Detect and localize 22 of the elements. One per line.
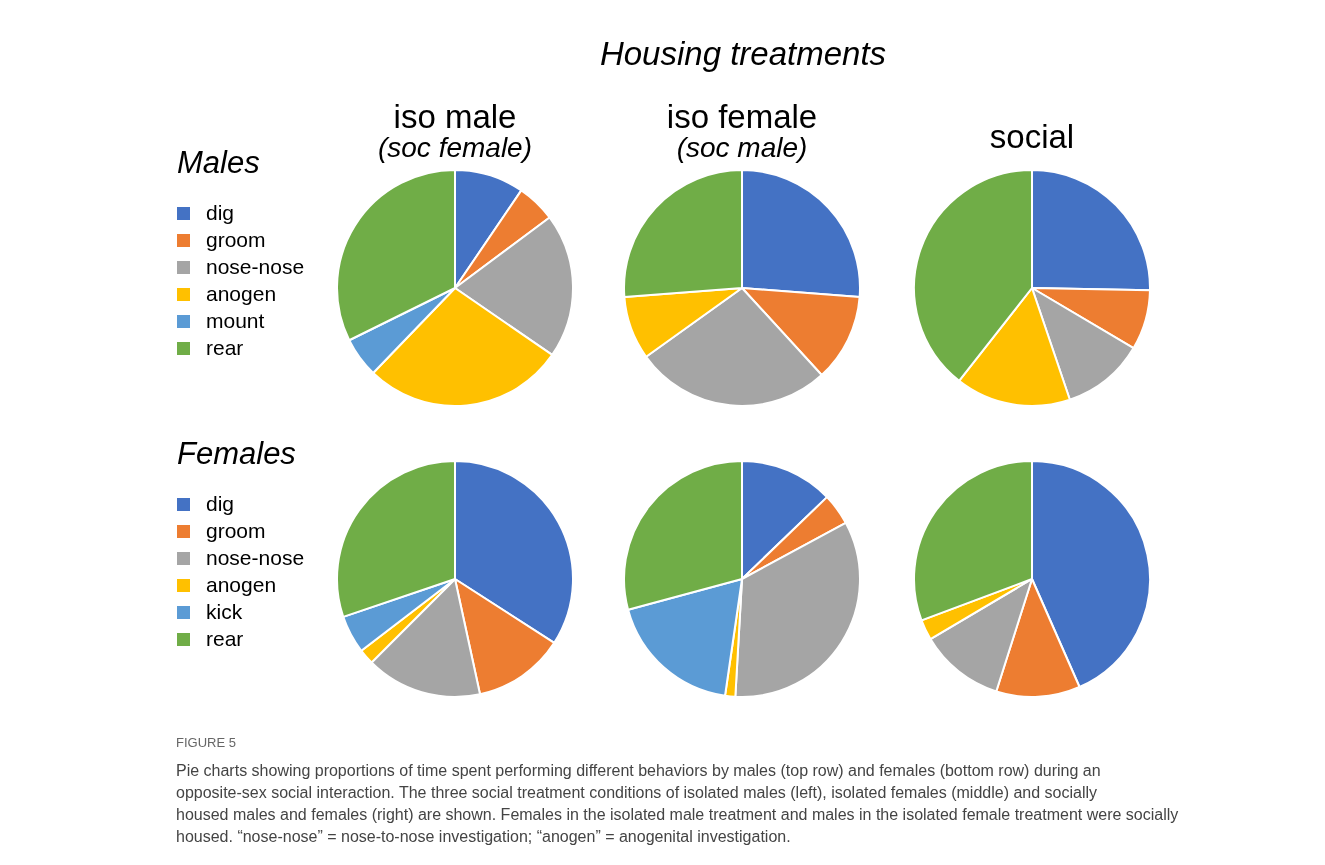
legend-label: anogen — [206, 282, 277, 305]
legend-label: groom — [206, 228, 266, 251]
caption: FIGURE 5 — [176, 735, 236, 750]
chart-title: social — [989, 118, 1075, 155]
chart-title: iso female — [666, 98, 818, 135]
chart-subtitle: (soc female) — [377, 132, 533, 163]
legend-label: anogen — [206, 573, 277, 596]
legend-label: rear — [206, 627, 244, 650]
legend-label: nose-nose — [206, 255, 305, 278]
legend-label: dig — [206, 492, 235, 515]
legend-label: groom — [206, 519, 266, 542]
legend-label: dig — [206, 201, 235, 224]
legend-label: rear — [206, 336, 244, 359]
legend-label: mount — [206, 309, 265, 332]
chart-subtitle: (soc male) — [676, 132, 808, 163]
legend-title: Males — [177, 145, 260, 180]
legend-title: Females — [177, 436, 296, 471]
legend-label: kick — [206, 600, 243, 623]
chart-title: iso male — [393, 98, 517, 135]
legend-label: nose-nose — [206, 546, 305, 569]
text: Pie charts showing proportions of time spent performing different behaviors by males (top row) and females (bottom row) during an opposite-sex social interaction. The three social treatment conditions of isolated males (left), isolated females (middle) and socially housed males and females (right) are shown. Females in the isolated male treatment and males in the isolated female treatment were socially housed. “nose-nose” = nose-to-nose investigation; “anogen” = anogenital investigation. — [176, 762, 1179, 845]
text: Housing treatments — [599, 35, 887, 72]
